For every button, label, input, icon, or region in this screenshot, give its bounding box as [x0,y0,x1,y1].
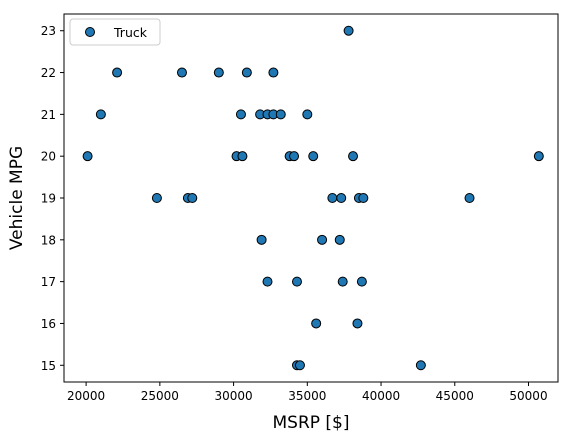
data-point [291,276,302,287]
data-point [95,109,106,120]
data-point [237,151,248,162]
x-tick-label: 40000 [362,389,400,403]
x-tick-label: 45000 [436,389,474,403]
legend-marker-truck [85,27,95,37]
data-point [336,193,347,203]
data-point [533,151,544,162]
x-tick-label: 30000 [214,389,252,403]
y-tick-label: 18 [41,233,56,247]
x-tick-label: 35000 [288,389,326,403]
data-point [415,360,426,371]
x-axis-ticks: 20000 25000 30000 35000 40000 45000 50000 [67,382,548,403]
y-tick-label: 16 [41,317,56,331]
x-tick-label: 50000 [509,389,547,403]
data-point [358,193,369,203]
data-point [82,151,93,162]
data-point [268,67,279,78]
data-point [294,360,305,371]
plot-area [63,13,559,383]
data-point [337,276,348,287]
data-point [352,318,363,329]
data-point [275,109,286,120]
legend-label-truck: Truck [113,25,148,40]
legend: Truck [69,18,161,46]
data-point [327,193,338,203]
data-point [213,67,224,78]
data-point [176,67,187,78]
y-tick-label: 17 [41,275,56,289]
data-point [112,67,123,78]
y-axis-label: Vehicle MPG [7,146,27,250]
y-tick-label: 22 [41,66,56,80]
y-tick-label: 19 [41,192,56,206]
data-point [308,151,319,162]
data-point [289,151,300,162]
x-tick-label: 25000 [141,389,179,403]
data-point [317,234,328,245]
data-point [241,67,252,78]
y-tick-label: 23 [41,24,56,38]
data-point [151,193,162,203]
y-axis-ticks: 15 16 17 18 19 20 21 22 23 [41,24,64,373]
data-point [187,193,198,203]
x-axis-label: MSRP [$] [272,413,349,433]
data-point [334,234,345,245]
y-tick-label: 15 [41,359,56,373]
data-points [82,25,544,371]
y-tick-label: 20 [41,150,56,164]
data-point [302,109,313,120]
data-point [343,25,354,36]
data-point [311,318,322,329]
data-point [348,151,359,162]
data-point [256,234,267,245]
data-point [235,109,246,120]
data-point [356,276,367,287]
data-point [464,193,475,203]
y-tick-label: 21 [41,108,56,122]
data-point [262,276,273,287]
legend-box [69,18,161,46]
x-tick-label: 20000 [67,389,105,403]
